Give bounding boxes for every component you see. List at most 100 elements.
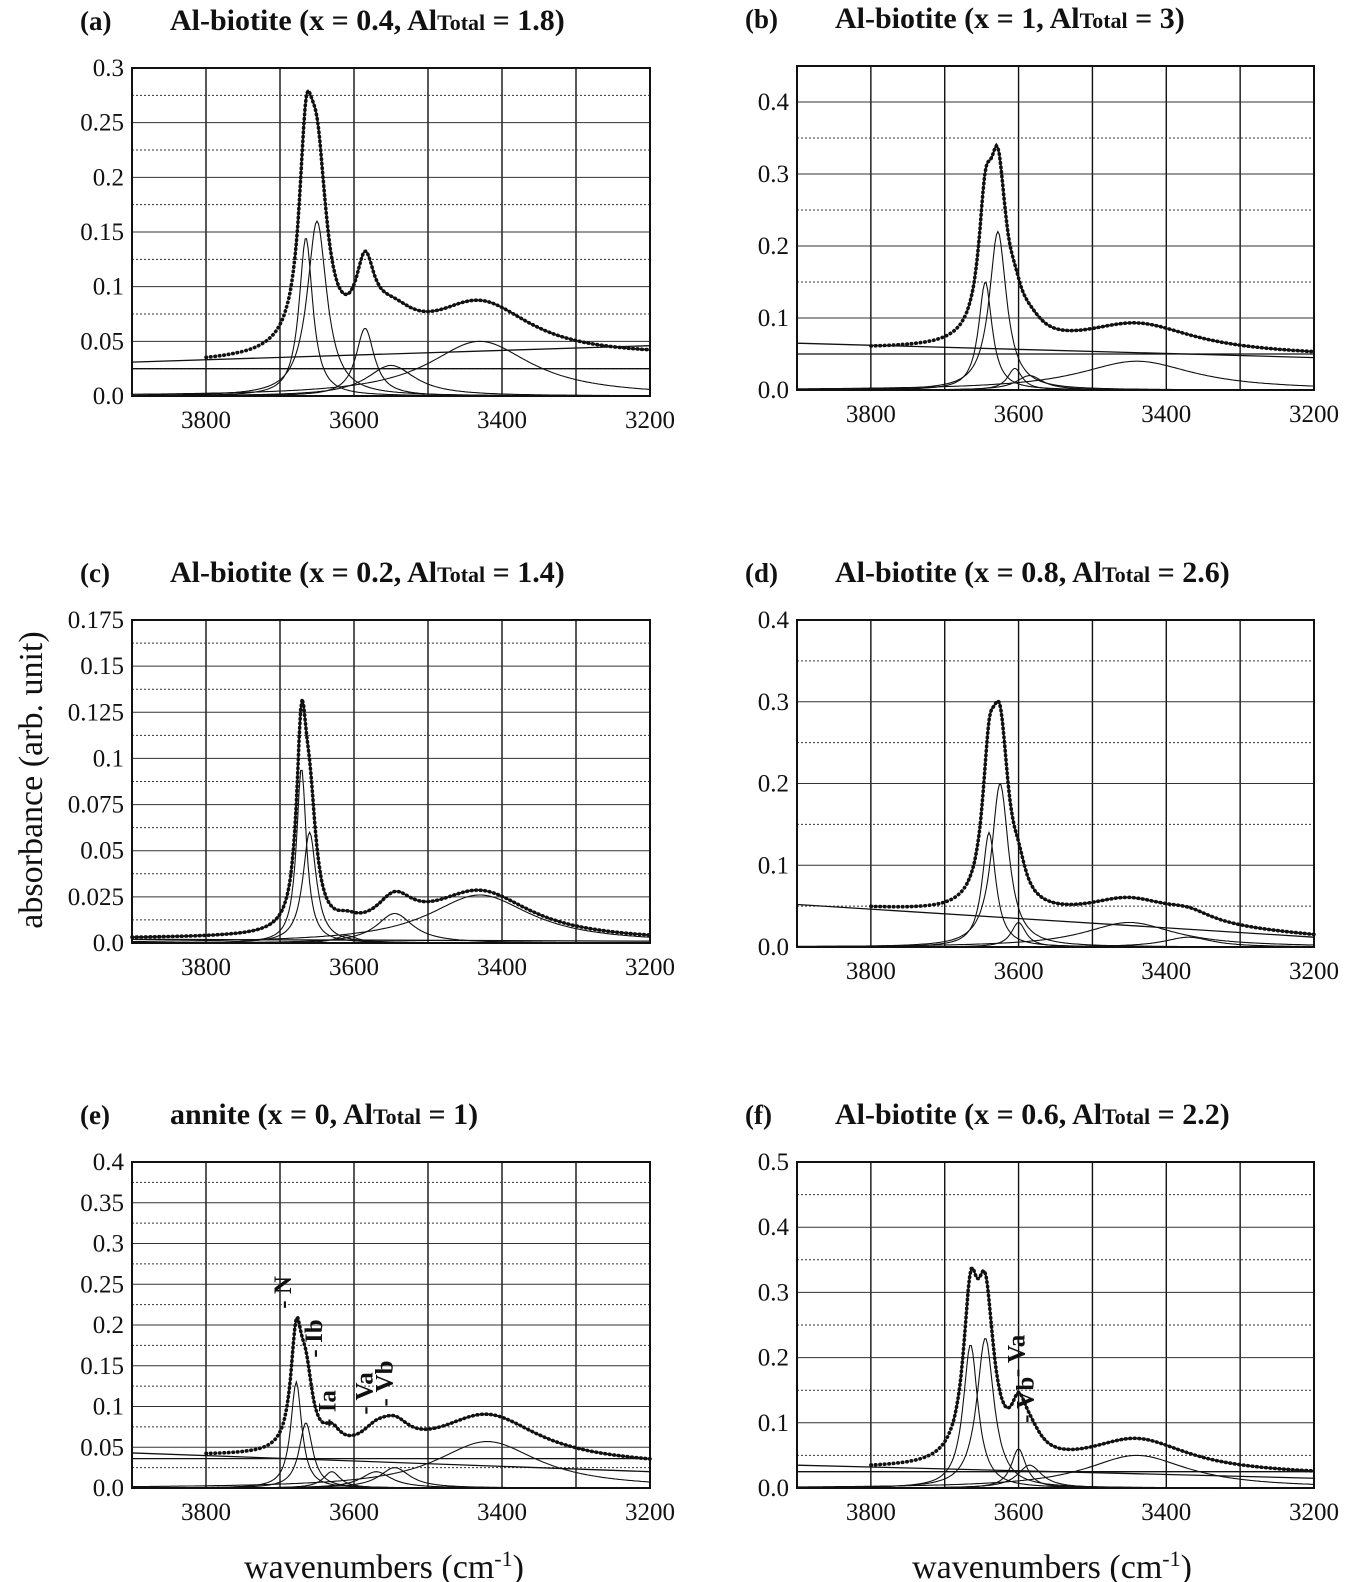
y-tick-label: 0.5: [758, 1149, 789, 1176]
y-tick-label: 0.3: [758, 689, 789, 716]
y-tick-label: 0.175: [68, 607, 124, 634]
fit-envelope: [293, 88, 651, 351]
component-peak: [132, 219, 650, 397]
y-tick-label: 0.0: [758, 377, 789, 404]
band-label: - Vb: [371, 1360, 398, 1406]
y-tick-label: 0.025: [68, 884, 124, 911]
x-tick-label: 3200: [1289, 401, 1339, 428]
band-label: - Ib: [301, 1319, 328, 1357]
panel-6: (f) Al-biotite (x = 0.6, AlTotal = 2.2) 0.…: [745, 1098, 1339, 1526]
measured-spectrum: [204, 1315, 652, 1461]
y-tick-label: 0.3: [93, 55, 124, 82]
x-tick-label: 3600: [994, 401, 1044, 428]
y-tick-label: 0.4: [758, 1214, 790, 1241]
panel-1: (a) Al-biotite (x = 0.4, AlTotal = 1.8) 0.…: [80, 4, 675, 434]
y-tick-label: 0.1: [758, 852, 789, 879]
y-tick-label: 0.3: [93, 1231, 124, 1258]
band-label: - N: [270, 1276, 297, 1309]
y-tick-label: 0.25: [80, 110, 124, 137]
y-tick-label: 0.0: [93, 1475, 124, 1502]
fit-envelope: [286, 1316, 651, 1460]
y-tick-label: 0.1: [93, 274, 124, 301]
x-tick-label: 3200: [625, 407, 675, 434]
x-tick-label: 3400: [1141, 401, 1191, 428]
y-tick-label: 0.125: [68, 699, 124, 726]
component-peak: [797, 367, 1314, 391]
panel-letter: (e): [80, 1100, 110, 1130]
component-peak: [797, 936, 1314, 948]
x-tick-label: 3600: [994, 958, 1044, 985]
y-tick-label: 0.15: [80, 1353, 124, 1380]
y-tick-label: 0.0: [758, 934, 789, 961]
y-tick-label: 0.0: [93, 383, 124, 410]
component-peak: [797, 921, 1314, 948]
x-tick-label: 3400: [477, 407, 527, 434]
x-tick-label: 3800: [181, 954, 231, 981]
plot-frame: [796, 1161, 1315, 1489]
y-tick-label: 0.4: [758, 607, 790, 634]
x-tick-label: 3200: [1289, 1499, 1339, 1526]
component-peak: [797, 1464, 1314, 1489]
baseline-line: [131, 938, 651, 942]
band-label: - Va: [352, 1372, 379, 1415]
y-tick-label: 0.1: [93, 745, 124, 772]
measured-spectrum: [204, 87, 652, 360]
x-tick-label: 3400: [477, 954, 527, 981]
panel-4: (d) Al-biotite (x = 0.8, AlTotal = 2.6) 0.…: [745, 556, 1339, 985]
y-tick-label: 0.35: [80, 1190, 124, 1217]
y-tick-label: 0.3: [758, 1279, 789, 1306]
panel-title: annite (x = 0, AlTotal = 1): [170, 1098, 478, 1131]
component-peak: [132, 364, 650, 397]
x-tick-label: 3800: [846, 1499, 896, 1526]
x-tick-label: 3800: [846, 401, 896, 428]
plot-frame: [131, 67, 651, 397]
panel-3: (c) Al-biotite (x = 0.2, AlTotal = 1.4) 0.…: [68, 556, 675, 981]
y-tick-label: 0.075: [68, 792, 124, 819]
y-tick-label: 0.4: [93, 1149, 125, 1176]
measured-spectrum: [869, 142, 1316, 354]
y-tick-label: 0.3: [758, 161, 789, 188]
measured-spectrum: [869, 698, 1316, 937]
y-tick-label: 0.4: [758, 89, 790, 116]
plot-frame: [131, 619, 651, 944]
x-tick-label: 3600: [329, 407, 379, 434]
baseline-line: [131, 345, 651, 363]
component-peak: [797, 230, 1314, 391]
x-tick-label: 3200: [1289, 958, 1339, 985]
x-tick-label: 3200: [625, 954, 675, 981]
y-tick-label: 0.05: [80, 328, 124, 355]
panel-title: Al-biotite (x = 1, AlTotal = 3): [835, 2, 1185, 35]
measured-spectrum: [130, 698, 652, 939]
component-peak: [797, 360, 1315, 390]
x-tick-label: 3400: [1141, 958, 1191, 985]
x-axis-label-right: wavenumbers (cm-1): [912, 1546, 1192, 1582]
panel-5: (e) annite (x = 0, AlTotal = 1) 0.0 0.05 0.1…: [80, 1098, 675, 1526]
panel-2: (b) Al-biotite (x = 1, AlTotal = 3) 0.0 0.1…: [745, 2, 1339, 428]
band-label: - Vb: [1012, 1377, 1039, 1423]
panel-title: Al-biotite (x = 0.6, AlTotal = 2.2): [835, 1098, 1230, 1131]
y-tick-label: 0.2: [93, 1312, 124, 1339]
panel-title: Al-biotite (x = 0.2, AlTotal = 1.4): [170, 556, 565, 589]
component-peak: [797, 282, 1314, 391]
component-peak: [132, 1467, 650, 1489]
panel-letter: (c): [80, 558, 110, 588]
x-tick-label: 3200: [625, 1499, 675, 1526]
y-tick-label: 0.1: [758, 305, 789, 332]
x-tick-label: 3800: [181, 1499, 231, 1526]
x-tick-label: 3600: [994, 1499, 1044, 1526]
x-tick-label: 3800: [181, 407, 231, 434]
panel-letter: (d): [745, 558, 778, 588]
component-peak: [132, 912, 650, 944]
component-peak: [797, 1454, 1315, 1488]
y-tick-label: 0.2: [758, 233, 789, 260]
component-peak: [797, 921, 1315, 947]
x-tick-label: 3600: [329, 1499, 379, 1526]
y-tick-label: 0.1: [758, 1410, 789, 1437]
x-tick-label: 3800: [846, 958, 896, 985]
y-tick-label: 0.05: [80, 838, 124, 865]
x-tick-label: 3400: [1141, 1499, 1191, 1526]
component-peak: [797, 830, 1314, 948]
panel-letter: (a): [80, 6, 111, 36]
baseline-line: [796, 903, 1315, 938]
